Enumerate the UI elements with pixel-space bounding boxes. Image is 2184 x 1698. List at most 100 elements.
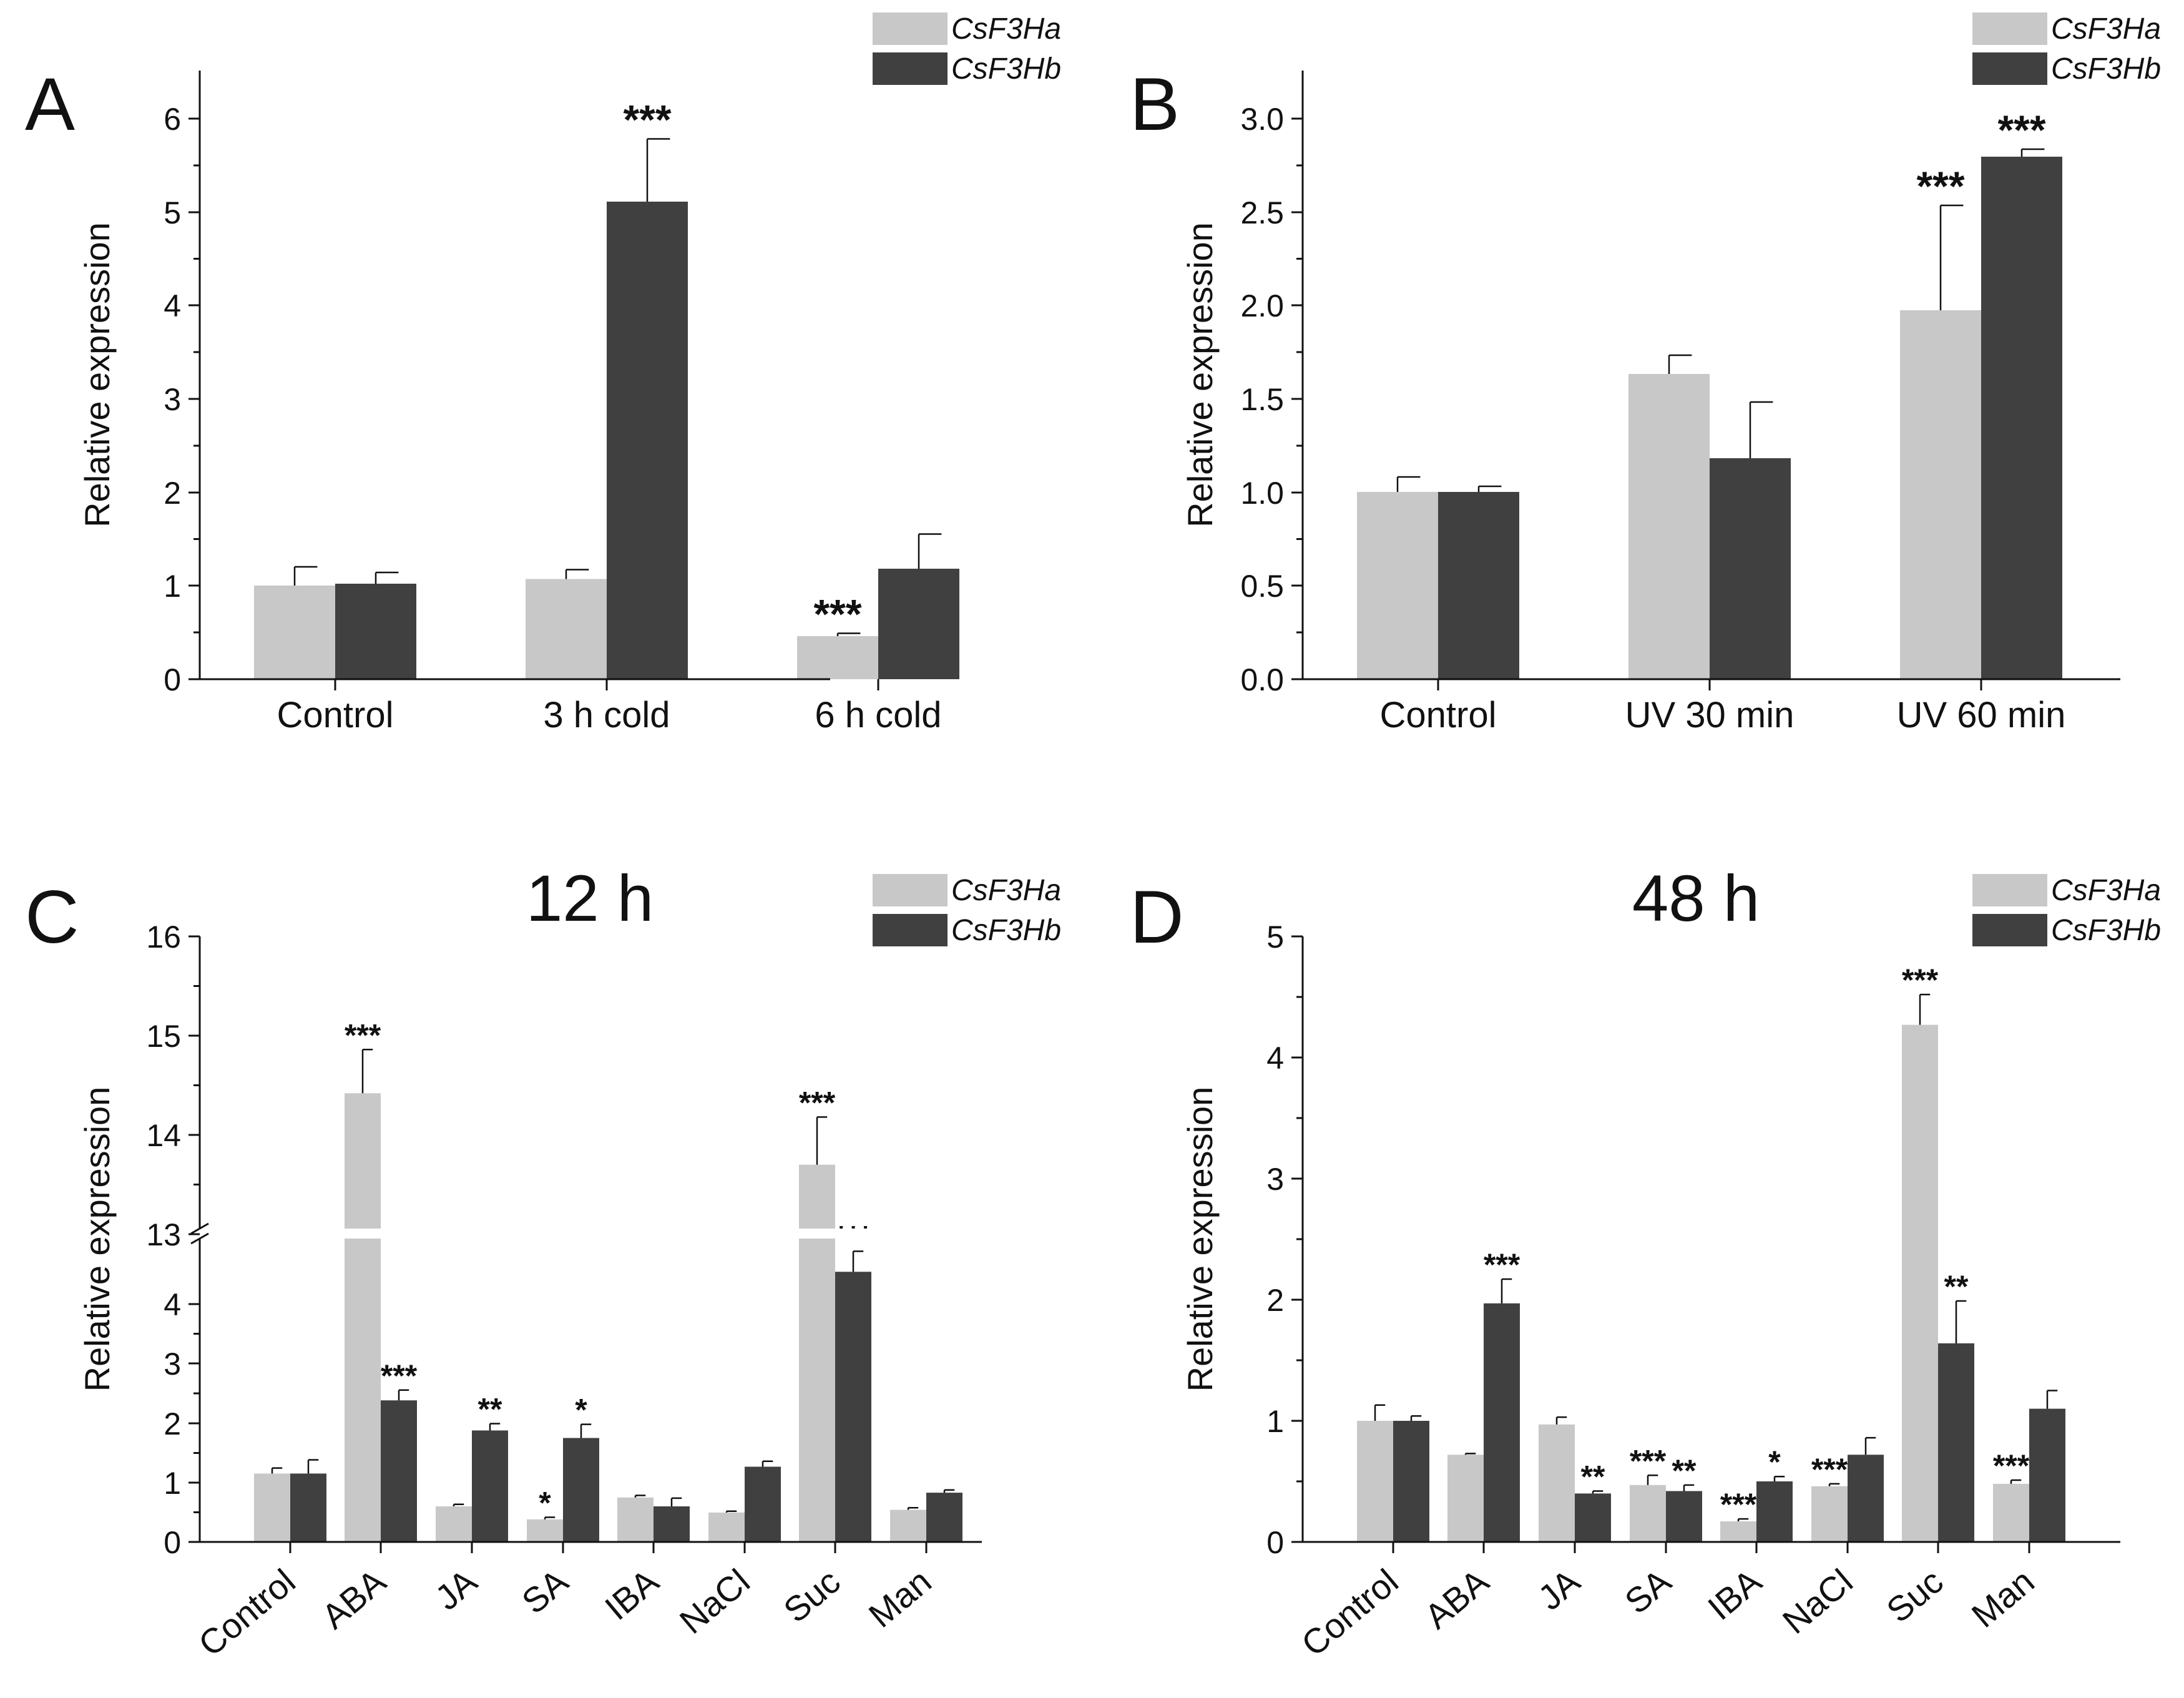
significance-marker: *	[575, 1393, 587, 1428]
y-tick-label: 3	[164, 382, 181, 417]
x-category-label: 3 h cold	[543, 695, 670, 735]
y-tick-label: 3	[164, 1347, 181, 1381]
y-tick-label: 2.5	[1240, 195, 1284, 230]
bar-csf3ha-5	[708, 1512, 745, 1542]
y-tick-label: 5	[1266, 920, 1284, 955]
x-category-label: IBA	[597, 1561, 666, 1628]
significance-marker: ***	[799, 1085, 836, 1120]
bar-csf3hb-4	[654, 1506, 690, 1542]
legend-label: CsF3Hb	[2051, 52, 2161, 86]
x-category-label: ABA	[1417, 1561, 1496, 1637]
bar-csf3ha-6	[1902, 1024, 1938, 1542]
bar-csf3hb-1	[381, 1400, 417, 1542]
legend-swatch	[873, 874, 948, 906]
bar-csf3ha-5	[1811, 1486, 1848, 1542]
bar-csf3hb-3	[1666, 1491, 1702, 1542]
axis-break-mark	[190, 1232, 209, 1245]
legend-label: CsF3Ha	[2051, 874, 2161, 907]
significance-marker: ***	[1993, 1448, 2030, 1483]
bar-csf3ha-0	[254, 1473, 290, 1542]
y-tick-label: 13	[146, 1217, 181, 1252]
significance-marker: *	[1768, 1445, 1781, 1480]
legend-label: CsF3Ha	[951, 874, 1061, 907]
legend-label: CsF3Hb	[2051, 914, 2161, 947]
bar-csf3hb-1	[1484, 1303, 1520, 1542]
bar-csf3hb-0	[290, 1473, 326, 1542]
bar-csf3ha-0	[1357, 492, 1438, 679]
y-tick-label: 1	[1266, 1404, 1284, 1439]
x-category-label: SA	[514, 1561, 575, 1622]
bar-csf3hb-0	[335, 584, 416, 679]
bar-csf3ha-4	[617, 1497, 654, 1542]
panel-label: A	[25, 62, 75, 146]
x-category-label: ABA	[314, 1561, 393, 1637]
x-category-label: UV 60 min	[1897, 695, 2066, 735]
y-tick-label: 5	[164, 195, 181, 230]
y-tick-label: 0	[1266, 1525, 1284, 1560]
bar-csf3ha-0	[1357, 1421, 1393, 1542]
x-category-label: IBA	[1700, 1561, 1769, 1628]
bar-csf3ha-7	[1993, 1483, 2029, 1542]
legend: CsF3Ha CsF3Hb	[873, 12, 1061, 86]
x-category-label: JA	[1530, 1561, 1587, 1618]
significance-marker: ***	[813, 591, 861, 637]
bar-csf3hb-0	[1438, 492, 1519, 679]
y-tick-label: 0	[164, 1525, 181, 1560]
significance-marker: ***	[381, 1358, 418, 1393]
significance-marker: **	[1672, 1453, 1697, 1488]
bar-csf3ha-3	[1630, 1485, 1666, 1542]
significance-marker: ***	[1997, 107, 2045, 153]
y-tick-label: 14	[146, 1118, 181, 1153]
panel-label: B	[1130, 62, 1180, 146]
x-category-label: NaCl	[1775, 1561, 1860, 1641]
bar-csf3hb-6	[835, 1272, 871, 1542]
legend-swatch	[1972, 874, 2047, 906]
x-category-label: Suc	[1879, 1561, 1950, 1630]
legend: CsF3Ha CsF3Hb	[1972, 12, 2161, 86]
bar-csf3hb-0	[1393, 1421, 1429, 1542]
panel-label: D	[1130, 875, 1184, 959]
legend-swatch	[1972, 52, 2047, 85]
bar-csf3ha-3	[527, 1519, 563, 1542]
bar-csf3hb-6	[1938, 1343, 1974, 1542]
legend: CsF3Ha CsF3Hb	[873, 874, 1061, 947]
significance-marker: ***	[1916, 163, 1964, 209]
y-tick-label: 4	[164, 1287, 181, 1322]
y-tick-label: 1.5	[1240, 382, 1284, 417]
bar-csf3hb-5	[1848, 1455, 1884, 1542]
y-tick-label: 2	[164, 476, 181, 511]
significance-marker: ***	[345, 1018, 381, 1053]
bar-csf3ha-2	[1900, 310, 1981, 679]
legend-label: CsF3Ha	[951, 12, 1061, 46]
y-axis-title: Relative expression	[1180, 222, 1220, 528]
legend-swatch	[873, 914, 948, 946]
y-tick-label: 1	[164, 569, 181, 604]
y-axis-title: Relative expression	[1180, 1087, 1220, 1392]
significance-marker: **	[1944, 1269, 1969, 1304]
panel-title: 12 h	[526, 862, 654, 935]
legend-label: CsF3Hb	[951, 914, 1061, 947]
y-tick-label: 1	[164, 1466, 181, 1501]
legend-swatch	[1972, 914, 2047, 946]
y-tick-label: 4	[1266, 1041, 1284, 1076]
bar-csf3hb-1	[607, 202, 688, 679]
x-category-label: Control	[277, 695, 394, 735]
bar-csf3hb-2	[1575, 1493, 1611, 1542]
panel-b: *** *** 0.0 0.5 1.0 1.5 2.0 2.5 3.0 Control UV 30 …	[1130, 12, 2161, 735]
y-tick-label: 2	[1266, 1283, 1284, 1318]
significance-marker: ***	[623, 97, 671, 143]
y-axis-title: Relative expression	[77, 222, 117, 528]
bar-csf3hb-5	[745, 1466, 781, 1542]
x-category-label: JA	[428, 1561, 484, 1618]
axis-break-gap	[202, 1229, 984, 1239]
significance-marker: ***	[1902, 963, 1939, 998]
bar-csf3hb-1	[1710, 458, 1791, 679]
legend-label: CsF3Hb	[951, 52, 1061, 86]
bar-csf3hb-2	[1981, 157, 2062, 679]
y-axis-title: Relative expression	[77, 1087, 117, 1392]
bar-csf3hb-2	[472, 1430, 508, 1542]
significance-marker: ***	[1630, 1443, 1667, 1478]
bar-csf3ha-1	[1447, 1455, 1484, 1542]
